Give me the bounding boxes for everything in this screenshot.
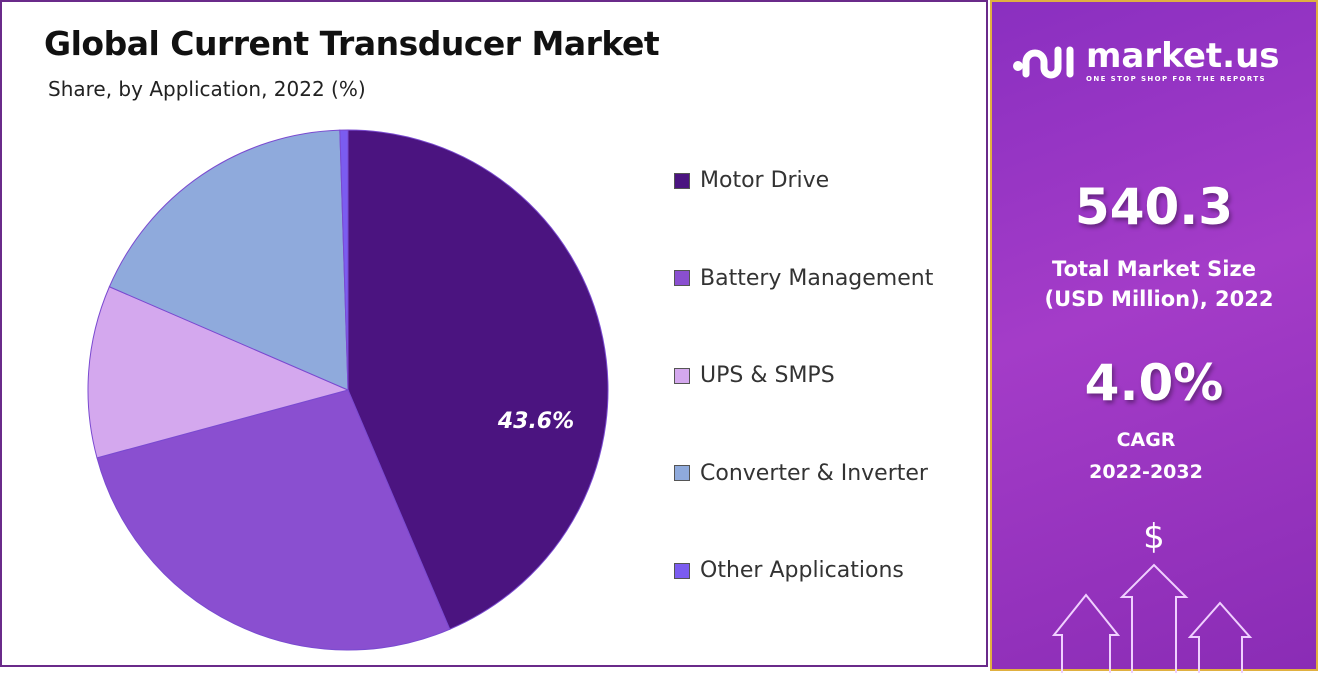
legend-item: Other Applications (674, 558, 904, 583)
brand-logo: market.us ONE STOP SHOP FOR THE REPORTS (1012, 38, 1280, 84)
legend-item: Battery Management (674, 266, 933, 291)
cagr-label: CAGR (1116, 429, 1176, 451)
legend-label: Other Applications (700, 558, 904, 583)
legend-swatch (674, 270, 690, 286)
legend-label: Battery Management (700, 265, 934, 291)
market-size-value: 540.3 (1074, 178, 1234, 236)
legend-swatch (674, 465, 690, 481)
pie-slice-motor-drive (347, 129, 609, 630)
legend-label: UPS & SMPS (700, 363, 835, 388)
cagr-value: 4.0% (1084, 354, 1224, 412)
market-size-label: Total Market Size (1052, 257, 1256, 281)
brand-name: market.us (1086, 36, 1280, 76)
dollar-sign: $ (1143, 517, 1165, 557)
legend-item: Converter & Inverter (674, 461, 928, 486)
legend-swatch (674, 172, 690, 189)
legend-item: UPS & SMPS (674, 363, 835, 388)
market-us-logo-icon (1013, 46, 1074, 79)
pie-slice-converter-inverter (108, 129, 349, 391)
chart-subtitle: Share, by Application, 2022 (%) (48, 77, 366, 101)
pie-slice-other-applications (339, 129, 349, 391)
chart-panel: Global Current Transducer Market Share, … (0, 0, 988, 667)
summary-panel: market.us ONE STOP SHOP FOR THE REPORTS … (990, 0, 1318, 673)
pie-slice-ups-smps (87, 286, 350, 459)
legend-label: Motor Drive (700, 168, 830, 193)
legend-item: Motor Drive (674, 168, 829, 193)
legend-label: Converter & Inverter (700, 460, 928, 486)
data-label: 43.6% (497, 409, 574, 434)
chart-title: Global Current Transducer Market (44, 24, 660, 63)
pie-slice-battery-management (96, 389, 451, 651)
market-size-unit: (USD Million), 2022 (1044, 287, 1274, 311)
legend-swatch (674, 562, 690, 579)
legend-swatch (674, 367, 690, 384)
growth-arrows-icon (1051, 563, 1253, 673)
brand-tagline: ONE STOP SHOP FOR THE REPORTS (1086, 75, 1266, 83)
pie-chart: 43.6% (87, 129, 609, 651)
cagr-period: 2022-2032 (1089, 461, 1203, 483)
